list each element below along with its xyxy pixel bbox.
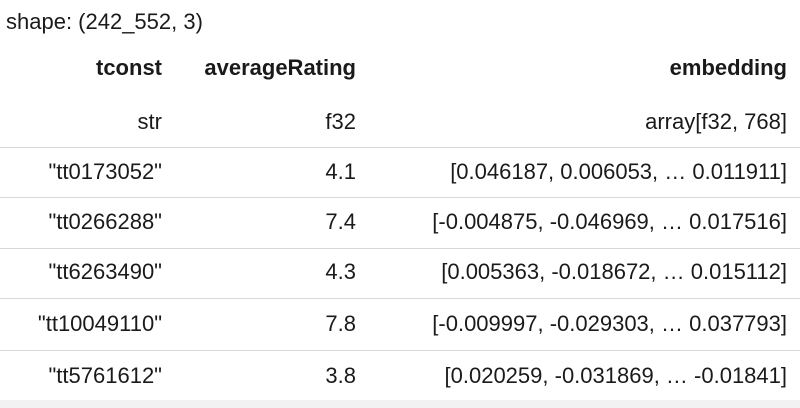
table-cell: [0.005363, -0.018672, … 0.015112]	[441, 259, 787, 284]
column-header: tconst	[96, 55, 162, 80]
row-divider	[0, 298, 800, 299]
column-dtype: array[f32, 768]	[645, 109, 787, 134]
table-cell: "tt6263490"	[48, 259, 163, 284]
table-cell: "tt5761612"	[48, 363, 163, 388]
table-cell: [-0.009997, -0.029303, … 0.037793]	[432, 311, 787, 336]
column-dtype: f32	[325, 109, 356, 134]
row-divider	[0, 248, 800, 249]
column-header: averageRating	[204, 55, 356, 80]
row-divider	[0, 197, 800, 198]
table-cell: 7.8	[325, 311, 356, 336]
table-footer	[0, 400, 800, 408]
table-cell: 4.1	[325, 159, 356, 184]
table-cell: "tt10049110"	[37, 311, 162, 336]
table-cell: "tt0266288"	[48, 209, 163, 234]
table-cell: [-0.004875, -0.046969, … 0.017516]	[432, 209, 787, 234]
column-dtype: str	[137, 109, 162, 134]
row-divider	[0, 147, 800, 148]
table-cell: [0.020259, -0.031869, … -0.01841]	[444, 363, 787, 388]
table-cell: "tt0173052"	[48, 159, 163, 184]
table-cell: 3.8	[325, 363, 356, 388]
column-header: embedding	[669, 55, 787, 80]
shape-text: shape: (242_552, 3)	[6, 9, 203, 34]
table-cell: [0.046187, 0.006053, … 0.011911]	[450, 159, 787, 184]
table-cell: 4.3	[325, 259, 356, 284]
table-cell: 7.4	[325, 209, 356, 234]
row-divider	[0, 350, 800, 351]
